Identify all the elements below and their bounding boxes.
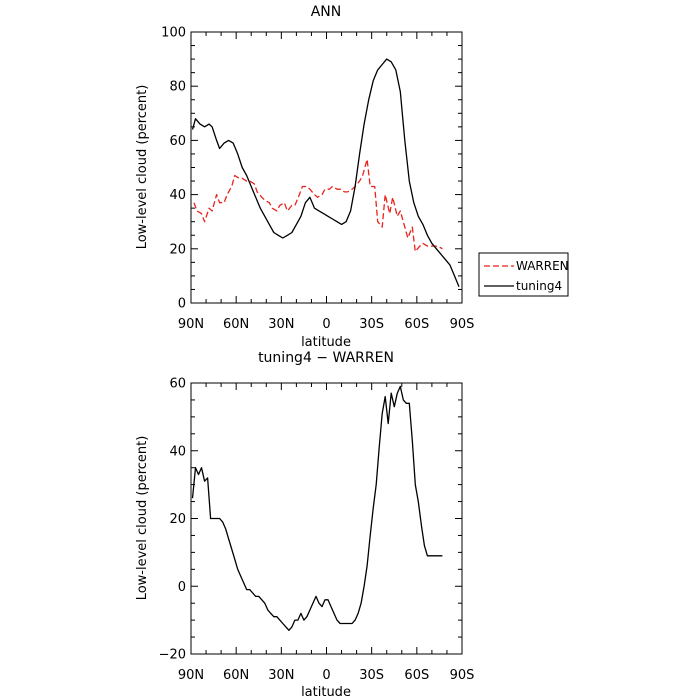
x-tick-label: 60S <box>404 317 429 332</box>
y-axis-label: Low-level cloud (percent) <box>135 85 150 250</box>
x-tick-label: 90S <box>450 668 475 683</box>
series-line-warren <box>193 158 443 253</box>
plot-frame <box>190 31 463 304</box>
y-tick-labels: 0 20 40 60 80 100 <box>161 26 186 312</box>
x-tick-labels: 90N 60N 30N 0 30S 60S 90S <box>178 668 475 683</box>
y-tick-label: 100 <box>161 26 186 41</box>
series-line-difference-0 <box>191 385 443 631</box>
x-axis-label: latitude <box>301 335 351 350</box>
legend: WARREN tuning4 <box>478 252 569 297</box>
y-axis-label: Low-level cloud (percent) <box>135 436 150 601</box>
series-line-tuning4 <box>191 58 460 287</box>
axis-ticks <box>190 31 463 304</box>
data-series <box>191 58 460 287</box>
x-tick-label: 30S <box>359 317 384 332</box>
x-axis-label: latitude <box>301 685 351 700</box>
y-tick-label: 60 <box>169 377 186 392</box>
legend-label-tuning4: tuning4 <box>516 279 562 293</box>
x-tick-label: 60S <box>404 668 429 683</box>
y-tick-label: 40 <box>169 444 186 459</box>
x-tick-label: 30N <box>268 317 294 332</box>
chart-panel-difference: tuning4 − WARREN −20 0 20 40 60 90N 60N 30N 0 30… <box>135 350 474 700</box>
x-tick-label: 60N <box>223 317 249 332</box>
y-tick-labels: −20 0 20 40 60 <box>159 377 186 663</box>
axis-ticks <box>190 382 463 655</box>
y-tick-label: 0 <box>178 580 186 595</box>
x-tick-label: 90N <box>178 668 204 683</box>
plot-frame <box>190 382 463 655</box>
legend-label-warren: WARREN <box>516 259 569 273</box>
y-tick-label: 20 <box>169 512 186 527</box>
chart-panel-annual: ANN 0 20 40 60 80 100 90N 60N 30N 0 30S 60S 90S lat… <box>135 4 569 350</box>
y-tick-label: 80 <box>169 80 186 95</box>
x-tick-label: 0 <box>322 668 330 683</box>
y-tick-label: 20 <box>169 242 186 257</box>
chart-title: ANN <box>311 4 342 20</box>
x-tick-label: 60N <box>223 668 249 683</box>
x-tick-label: 90N <box>178 317 204 332</box>
x-tick-label: 90S <box>450 317 475 332</box>
x-tick-labels: 90N 60N 30N 0 30S 60S 90S <box>178 317 475 332</box>
y-tick-label: −20 <box>159 648 186 663</box>
x-tick-label: 30S <box>359 668 384 683</box>
y-tick-label: 60 <box>169 134 186 149</box>
y-tick-label: 40 <box>169 188 186 203</box>
chart-title: tuning4 − WARREN <box>258 350 394 366</box>
x-tick-label: 30N <box>268 668 294 683</box>
x-tick-label: 0 <box>322 317 330 332</box>
y-tick-label: 0 <box>178 297 186 312</box>
legend-box <box>478 252 569 297</box>
data-series <box>191 385 443 631</box>
